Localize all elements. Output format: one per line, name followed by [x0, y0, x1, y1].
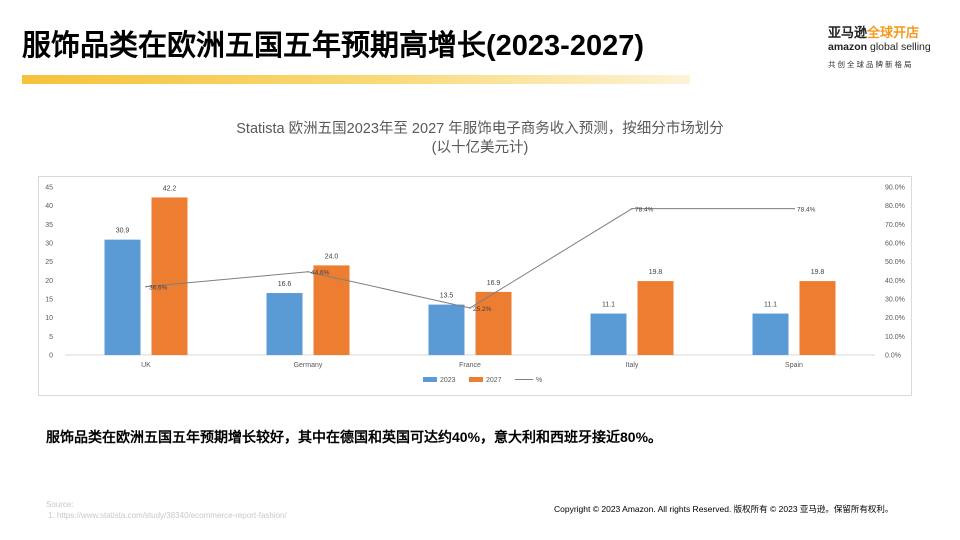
- line-data-label: 78.4%: [635, 207, 654, 214]
- chart-title-block: Statista 欧洲五国2023年至 2027 年服饰电子商务收入预测，按细分…: [90, 120, 870, 158]
- bar-data-label: 16.9: [487, 280, 501, 287]
- percent-line: [145, 208, 794, 309]
- bar-data-label: 19.8: [649, 269, 663, 276]
- legend-label: 2027: [486, 377, 502, 384]
- bar-data-label: 42.2: [163, 185, 177, 192]
- y2-tick-label: 50.0%: [885, 259, 905, 266]
- x-tick-label: Germany: [294, 362, 323, 369]
- legend-label: %: [536, 377, 542, 384]
- legend-swatch: [469, 377, 483, 382]
- legend-label: 2023: [440, 377, 456, 384]
- y2-tick-label: 70.0%: [885, 222, 905, 229]
- line-point: [793, 207, 795, 210]
- slide-title: 服饰品类在欧洲五国五年预期高增长(2023-2027): [22, 30, 644, 62]
- y2-tick-label: 30.0%: [885, 297, 905, 304]
- line-point: [469, 307, 471, 309]
- logo-en-main: amazon: [828, 41, 868, 53]
- bar-data-label: 11.1: [764, 302, 777, 309]
- bar: [313, 265, 350, 355]
- y-tick-label: 35: [45, 222, 53, 229]
- slide-caption: 服饰品类在欧洲五国五年预期增长较好，其中在德国和英国可达约40%，意大利和西班牙…: [46, 429, 663, 445]
- chart-title: Statista 欧洲五国2023年至 2027 年服饰电子商务收入预测，按细分…: [236, 121, 724, 137]
- chart-subtitle: (以十亿美元计): [431, 140, 529, 156]
- y2-tick-label: 60.0%: [885, 241, 905, 248]
- y-tick-label: 30: [45, 241, 53, 248]
- y-tick-label: 5: [49, 334, 53, 341]
- bar: [637, 281, 674, 355]
- logo-cn: 亚马逊全球开店: [828, 22, 940, 41]
- line-data-label: 36.6%: [149, 285, 168, 292]
- bar: [475, 291, 512, 355]
- y-tick-label: 25: [45, 259, 53, 266]
- x-tick-label: Italy: [626, 362, 639, 369]
- logo-cn-accent: 全球开店: [867, 25, 920, 40]
- chart-area: 0 5 10 15 20 25 30 35 40 45 0.0% 10.0% 20.0% 30.0% 40.…: [38, 176, 912, 396]
- source-note: Source: 1. https://www.statista.com/stud…: [46, 499, 287, 521]
- y-tick-label: 0: [49, 353, 53, 360]
- bar-data-label: 11.1: [602, 302, 615, 309]
- y2-tick-label: 80.0%: [885, 203, 905, 210]
- source-label: Source:: [46, 500, 74, 509]
- source-item: 1. https://www.statista.com/study/38340/…: [48, 511, 287, 520]
- line-point: [631, 207, 633, 210]
- title-underline-bar: [22, 75, 690, 84]
- y2-tick-label: 40.0%: [885, 278, 905, 285]
- line-point: [307, 270, 309, 273]
- bar-data-label: 24.0: [325, 253, 339, 260]
- bar: [799, 281, 836, 355]
- revenue-forecast-chart: 0 5 10 15 20 25 30 35 40 45 0.0% 10.0% 20.0% 30.0% 40.…: [45, 185, 905, 385]
- x-tick-label: Spain: [785, 362, 803, 369]
- line-data-label: 78.4%: [797, 207, 816, 214]
- line-data-label: 44.6%: [311, 270, 330, 277]
- amazon-global-selling-logo: 亚马逊全球开店 amazon global selling 共创全球品牌新格局: [828, 22, 940, 72]
- bar-data-label: 13.5: [440, 293, 454, 300]
- y2-tick-label: 0.0%: [885, 353, 901, 360]
- logo-en-rest: global selling: [867, 41, 931, 53]
- y-tick-label: 40: [45, 203, 53, 210]
- y-tick-label: 45: [45, 185, 53, 192]
- y2-tick-label: 20.0%: [885, 315, 905, 322]
- bar-data-label: 30.9: [116, 228, 130, 235]
- bar: [752, 313, 789, 355]
- copyright-notice: Copyright © 2023 Amazon. All rights Rese…: [554, 504, 894, 514]
- bar: [428, 304, 465, 355]
- legend-swatch: [423, 377, 437, 382]
- logo-tagline: 共创全球品牌新格局: [828, 60, 914, 69]
- y-tick-label: 15: [45, 297, 53, 304]
- y2-tick-label: 90.0%: [885, 185, 905, 192]
- bar: [266, 293, 303, 355]
- bar: [151, 197, 188, 355]
- bar: [104, 239, 141, 355]
- line-data-label: 25.2%: [473, 306, 492, 313]
- bar-data-label: 16.6: [278, 281, 292, 288]
- x-tick-label: France: [459, 362, 481, 369]
- y-tick-label: 20: [45, 278, 53, 285]
- y-tick-label: 10: [45, 315, 53, 322]
- x-tick-label: UK: [141, 362, 151, 369]
- bar-data-label: 19.8: [811, 269, 825, 276]
- line-point: [145, 285, 147, 288]
- logo-en: amazon global selling: [828, 41, 940, 53]
- logo-cn-main: 亚马逊: [828, 25, 868, 40]
- y2-tick-label: 10.0%: [885, 334, 905, 341]
- bar: [590, 313, 627, 355]
